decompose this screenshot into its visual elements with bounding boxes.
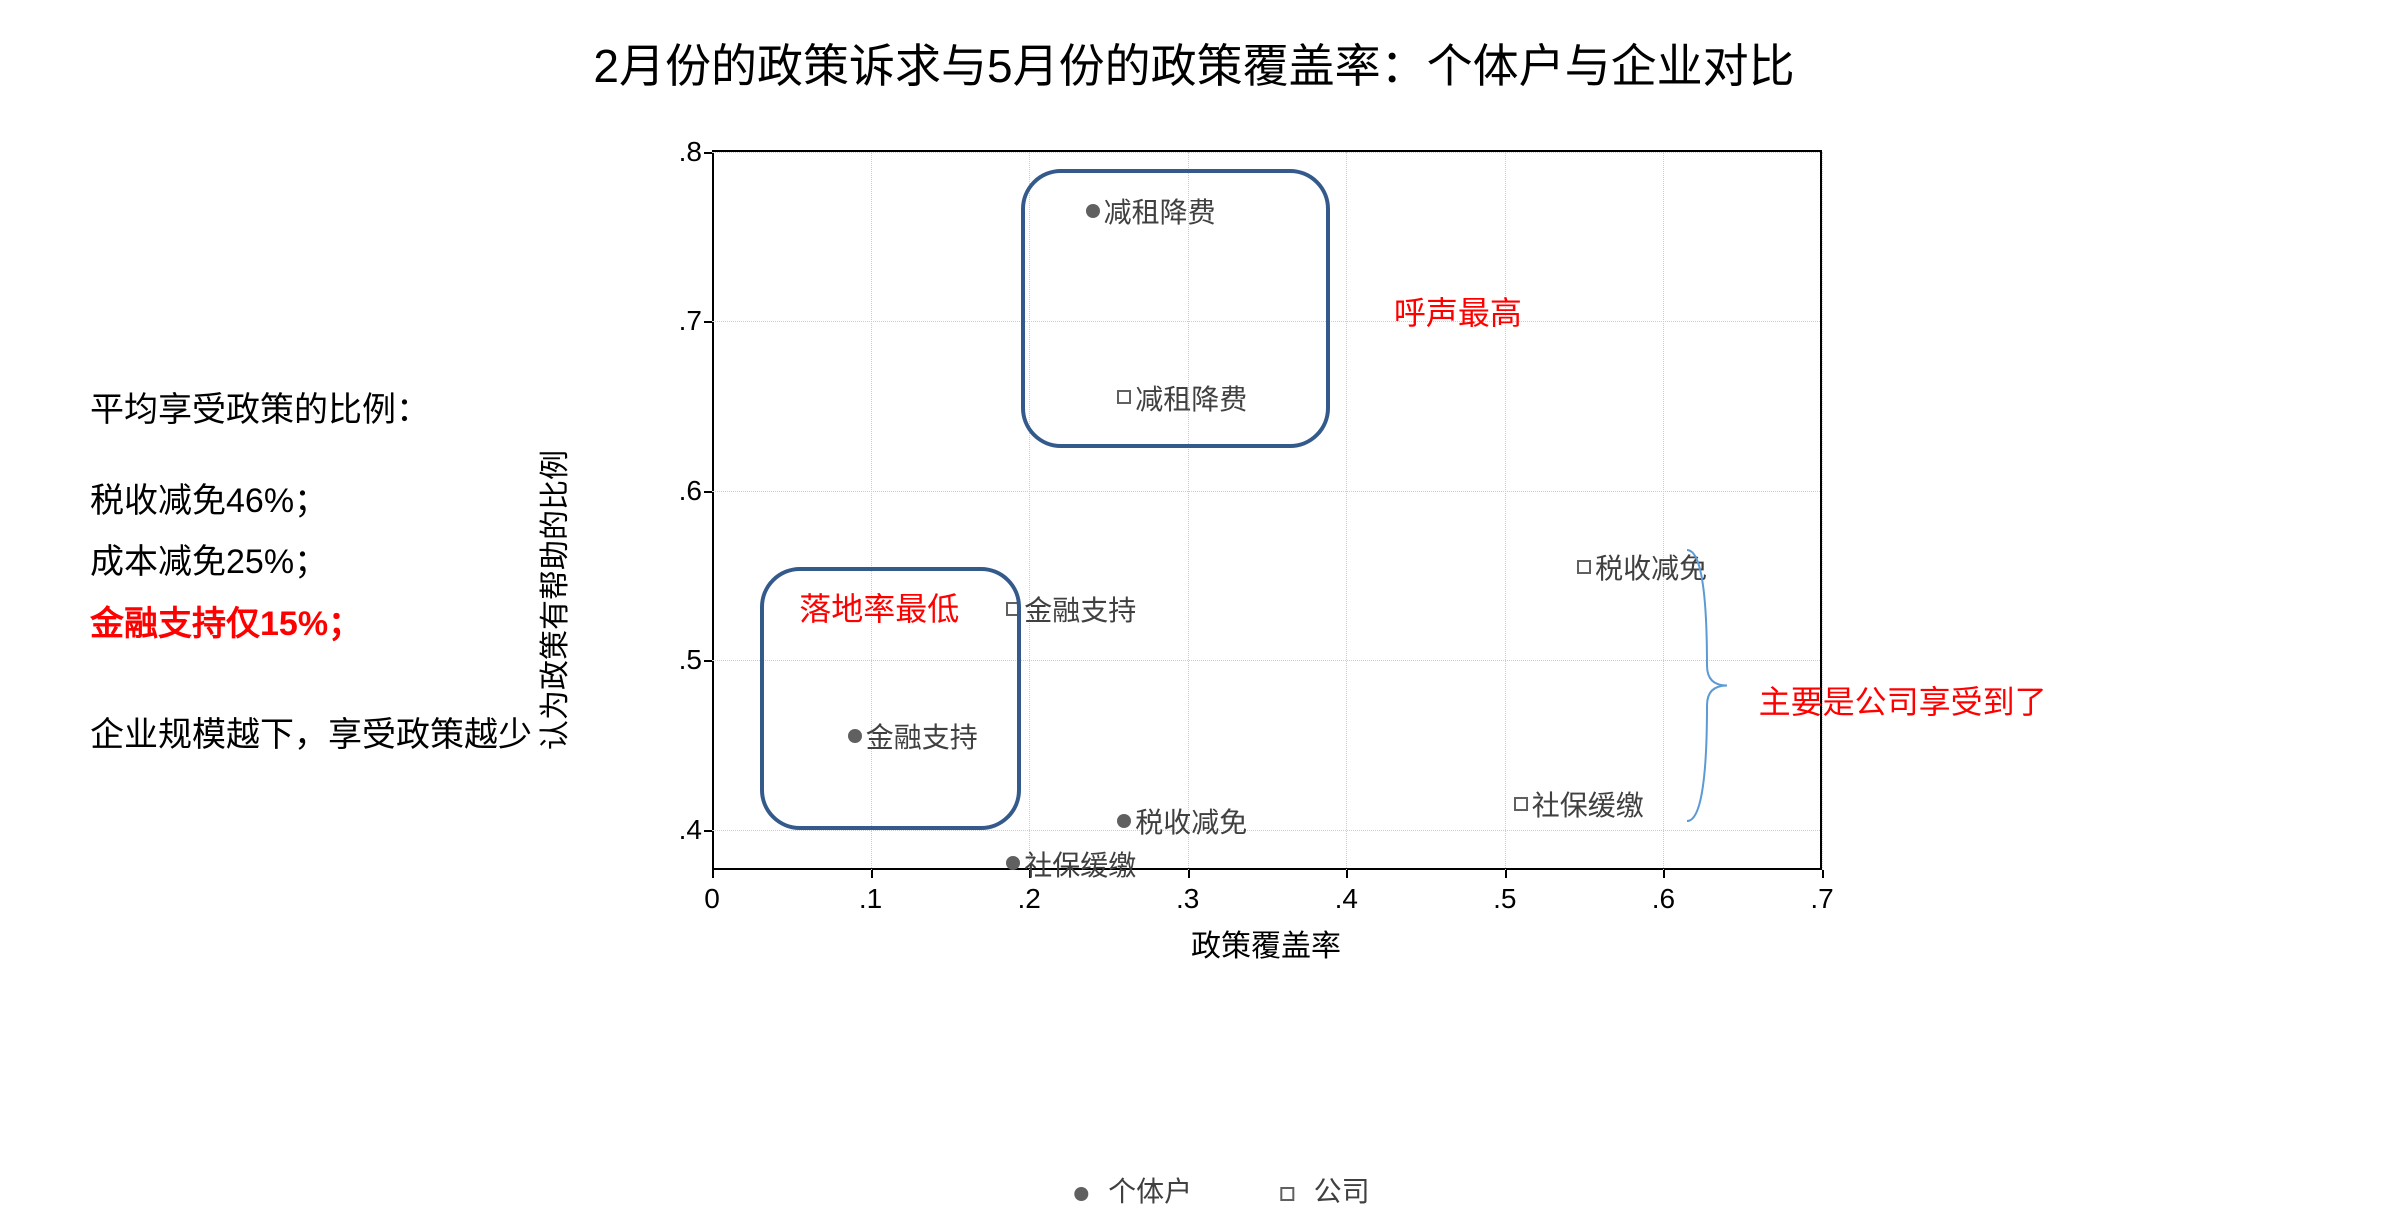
xtick-label: .7 (1802, 883, 1842, 915)
xtick-mark (1505, 870, 1507, 878)
gridline-v (1822, 152, 1823, 870)
annotation-label-low-coverage: 落地率最低 (799, 584, 959, 630)
annotation-box-high-demand (1021, 169, 1330, 449)
circle-icon (1074, 1187, 1088, 1201)
legend-label: 个体户 (1108, 1176, 1192, 1207)
sidebar-line: 税收减免46%； (90, 471, 590, 532)
ytick-mark (704, 660, 712, 662)
ytick-mark (704, 491, 712, 493)
data-point: 税收减免 (1117, 812, 1131, 830)
ytick-label: .7 (662, 305, 702, 337)
point-label: 金融支持 (1024, 589, 1136, 629)
sidebar-notes: 平均享受政策的比例： 税收减免46%； 成本减免25%； 金融支持仅15%； 企… (90, 380, 590, 766)
ytick-mark (704, 152, 712, 154)
gridline-h (712, 830, 1820, 831)
xtick-mark (1663, 870, 1665, 878)
gridline-v (1505, 152, 1506, 870)
legend-label: 公司 (1314, 1176, 1370, 1207)
data-point: 税收减免 (1577, 558, 1591, 576)
xtick-label: .5 (1485, 883, 1525, 915)
scatter-chart: 0.1.2.3.4.5.6.7.4.5.6.7.8政策覆盖率减租降费金融支持税收… (622, 150, 1822, 1050)
xtick-label: .6 (1643, 883, 1683, 915)
ytick-label: .6 (662, 475, 702, 507)
sidebar-line: 成本减免25%； (90, 532, 590, 593)
square-icon (1514, 797, 1528, 811)
ytick-mark (704, 321, 712, 323)
ytick-label: .4 (662, 814, 702, 846)
circle-icon (1117, 814, 1131, 828)
point-label: 社保缓缴 (1532, 784, 1644, 824)
xtick-label: .1 (851, 883, 891, 915)
plot-area: 0.1.2.3.4.5.6.7.4.5.6.7.8政策覆盖率减租降费金融支持税收… (712, 150, 1822, 870)
xtick-label: 0 (692, 883, 732, 915)
gridline-h (712, 152, 1820, 153)
data-point: 社保缓缴 (1006, 855, 1020, 873)
data-point: 社保缓缴 (1514, 795, 1528, 813)
xtick-mark (1188, 870, 1190, 878)
brace-icon (1679, 540, 1739, 831)
xtick-mark (1346, 870, 1348, 878)
y-axis-label: 认为政策有帮助的比例 (530, 450, 574, 750)
square-icon (1280, 1187, 1294, 1201)
xtick-label: .3 (1168, 883, 1208, 915)
ytick-label: .5 (662, 644, 702, 676)
circle-icon (1006, 856, 1020, 870)
gridline-v (1663, 152, 1664, 870)
ytick-label: .8 (662, 136, 702, 168)
gridline-v (1346, 152, 1347, 870)
gridline-h (712, 491, 1820, 492)
point-label: 社保缓缴 (1024, 844, 1136, 884)
xtick-label: .4 (1326, 883, 1366, 915)
legend: 个体户 公司 (1034, 1170, 1409, 1210)
legend-item-company: 公司 (1280, 1170, 1370, 1210)
point-label: 税收减免 (1135, 801, 1247, 841)
ytick-mark (704, 830, 712, 832)
annotation-label-company-benefit: 主要是公司享受到了 (1759, 677, 2047, 723)
xtick-mark (871, 870, 873, 878)
annotation-label-high-demand: 呼声最高 (1394, 288, 1522, 334)
x-axis-label: 政策覆盖率 (1191, 921, 1341, 965)
xtick-mark (712, 870, 714, 878)
sidebar-line-highlight: 金融支持仅15%； (90, 594, 590, 655)
sidebar-line: 平均享受政策的比例： (90, 380, 590, 441)
page-title: 2月份的政策诉求与5月份的政策覆盖率：个体户与企业对比 (0, 30, 2388, 96)
legend-item-individual: 个体户 (1074, 1170, 1192, 1210)
xtick-label: .2 (1009, 883, 1049, 915)
square-icon (1577, 560, 1591, 574)
sidebar-line: 企业规模越下，享受政策越少 (90, 705, 590, 766)
xtick-mark (1822, 870, 1824, 878)
